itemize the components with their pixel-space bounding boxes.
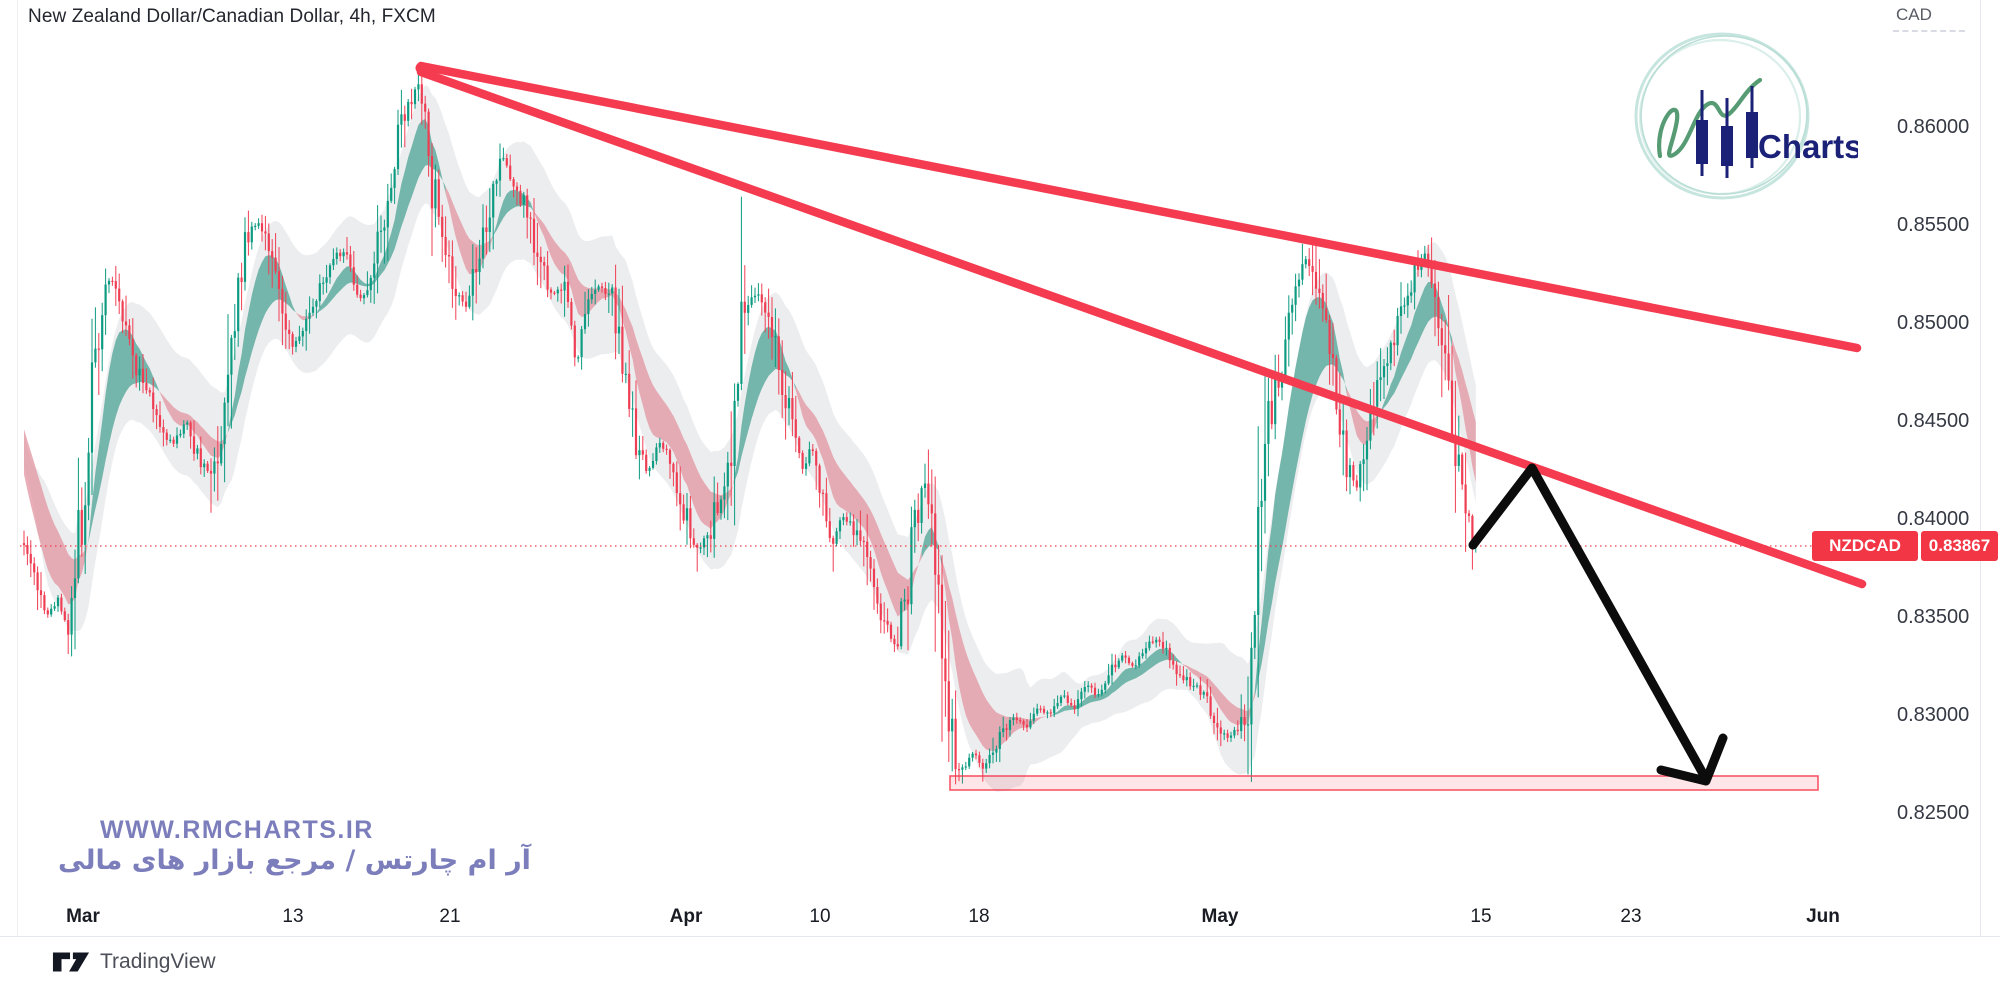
logo-circle-inner xyxy=(1640,35,1808,195)
price-axis-label: 0.84000 xyxy=(1897,508,1970,530)
time-axis-label: 23 xyxy=(1620,906,1642,927)
time-axis-label: 13 xyxy=(282,906,304,927)
price-axis-label: 0.85000 xyxy=(1897,312,1970,334)
tradingview-attribution[interactable]: TradingView xyxy=(52,950,216,974)
price-axis-label: 0.82500 xyxy=(1897,802,1970,824)
support-zone[interactable] xyxy=(949,775,1819,791)
symbol-title: New Zealand Dollar/Canadian Dollar, 4h, … xyxy=(28,6,436,27)
last-price-badge[interactable]: NZDCAD 0.83867 xyxy=(1812,531,1998,561)
time-axis-label: 10 xyxy=(809,906,831,927)
price-axis-label: 0.84500 xyxy=(1897,410,1970,432)
trendline-anchor-dot[interactable] xyxy=(415,62,427,74)
price-axis-label: 0.86000 xyxy=(1897,116,1970,138)
time-axis-label: Apr xyxy=(669,906,703,927)
left-border xyxy=(17,0,18,936)
price-axis-border xyxy=(1980,0,1981,936)
watermark-persian: آر ام چارتس / مرجع بازار های مالی xyxy=(58,845,531,876)
logo-script-rm xyxy=(1657,77,1763,159)
candles-layer xyxy=(22,73,1477,785)
logo-text: Charts xyxy=(1758,128,1858,165)
projection-arrow[interactable] xyxy=(1468,463,1711,784)
trendline-1[interactable] xyxy=(416,61,1862,353)
tradingview-icon xyxy=(52,952,90,972)
rm-charts-logo: Charts xyxy=(1634,32,1858,200)
time-axis-border xyxy=(0,936,2000,937)
watermark-url: WWW.RMCHARTS.IR xyxy=(100,816,374,844)
time-axis-label: 18 xyxy=(968,906,990,927)
price-axis-label: 0.83000 xyxy=(1897,704,1970,726)
price-axis-label: 0.85500 xyxy=(1897,214,1970,236)
projection-arrow-head xyxy=(1656,733,1728,786)
axis-dash-marker xyxy=(1893,30,1965,32)
last-price-value: 0.83867 xyxy=(1921,531,1998,561)
price-axis-label: 0.83500 xyxy=(1897,606,1970,628)
symbol-tag: NZDCAD xyxy=(1812,531,1918,561)
logo-circle-outer xyxy=(1634,32,1810,200)
time-axis-label: 21 xyxy=(439,906,461,927)
time-axis-label: 15 xyxy=(1470,906,1492,927)
logo-candles-icon xyxy=(1696,86,1758,178)
quote-currency-label: CAD xyxy=(1896,5,1932,24)
time-axis-label: May xyxy=(1201,906,1239,927)
trendline-2[interactable] xyxy=(416,67,1867,589)
time-axis-label: Jun xyxy=(1806,906,1840,927)
time-axis-label: Mar xyxy=(66,906,100,927)
tradingview-label: TradingView xyxy=(100,950,216,973)
